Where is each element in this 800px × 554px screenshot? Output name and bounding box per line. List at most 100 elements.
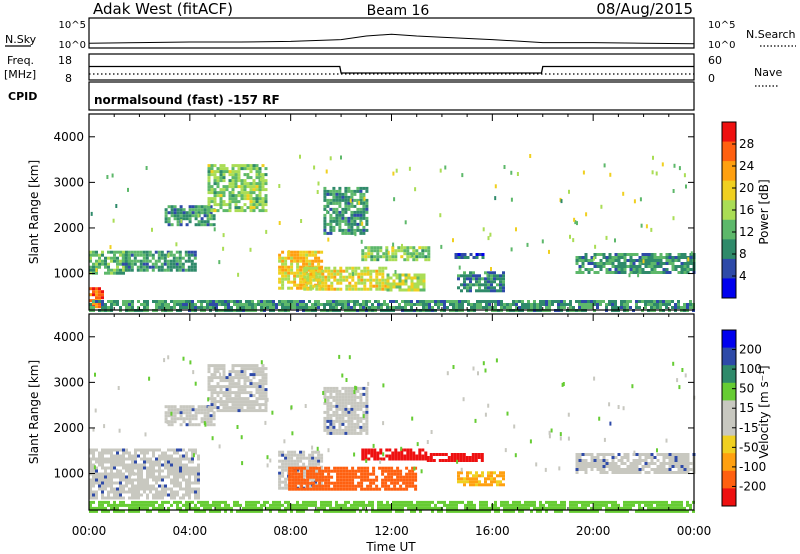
velocity-cell (191, 466, 194, 470)
velocity-cell (345, 466, 349, 470)
power-cell (312, 269, 316, 273)
power-cell (548, 300, 551, 303)
velocity-cell (234, 370, 238, 374)
power-cell (216, 203, 220, 207)
velocity-cell (338, 407, 342, 411)
velocity-cell (294, 475, 298, 479)
velocity-cell (290, 509, 293, 513)
power-cell (581, 271, 585, 274)
velocity-cell (348, 469, 352, 473)
velocity-cell (487, 477, 490, 481)
velocity-cell (119, 503, 122, 507)
nsky-tick-top: 10^5 (59, 20, 86, 31)
power-cell (335, 198, 339, 202)
velocity-cell (219, 364, 223, 368)
velocity-cell (225, 403, 229, 407)
velocity-cell (336, 469, 340, 473)
power-cell (510, 197, 513, 202)
velocity-cell (113, 496, 116, 500)
velocity-cell (496, 474, 499, 478)
velocity-cell (347, 509, 350, 513)
power-cell (210, 197, 214, 201)
velocity-cell (146, 509, 149, 513)
power-cell (308, 262, 312, 266)
velocity-cell (264, 388, 268, 392)
velocity-cell (650, 503, 653, 507)
power-cell (574, 220, 577, 225)
power-cell (109, 245, 112, 250)
power-cell (530, 303, 533, 306)
power-cell (365, 303, 368, 306)
power-cell (650, 259, 654, 262)
velocity-cell (329, 509, 332, 513)
velocity-cell (291, 472, 295, 476)
velocity-cell (228, 409, 232, 413)
power-cell (689, 259, 693, 262)
power-cell (460, 274, 463, 278)
power-cell (587, 262, 591, 265)
velocity-cell (131, 481, 134, 485)
velocity-cell (278, 477, 282, 481)
power-cell (608, 271, 612, 274)
power-cell (650, 256, 654, 259)
power-cell (163, 268, 167, 272)
velocity-cell (119, 481, 122, 485)
power-cell (659, 259, 663, 262)
velocity-cell (485, 503, 488, 507)
velocity-cell (518, 506, 521, 510)
velocity-cell (257, 506, 260, 510)
power-cell (381, 275, 385, 279)
power-cell (359, 192, 363, 196)
power-cell (329, 192, 333, 196)
velocity-cell (140, 484, 143, 488)
velocity-cell (335, 431, 339, 435)
power-cell (234, 206, 238, 210)
power-cell (210, 173, 214, 177)
velocity-cell (188, 417, 192, 421)
velocity-cell (384, 469, 388, 473)
velocity-cell (194, 509, 197, 513)
velocity-cell (228, 373, 232, 377)
power-cell (299, 286, 303, 290)
power-cell (641, 271, 645, 274)
velocity-cell (101, 493, 104, 497)
power-cell (261, 188, 265, 192)
velocity-cell (240, 373, 244, 377)
power-cell (381, 272, 385, 276)
power-cell (539, 306, 542, 309)
power-cell (596, 262, 600, 265)
velocity-cell (219, 409, 223, 413)
velocity-cell (284, 500, 287, 504)
power-cell (193, 250, 197, 254)
velocity-cell (480, 453, 484, 456)
power-cell (255, 170, 259, 174)
velocity-cell (194, 423, 198, 427)
velocity-cell (485, 509, 488, 513)
velocity-cell (185, 509, 188, 513)
velocity-cell (167, 420, 171, 424)
velocity-cell (197, 490, 200, 494)
power-cell (130, 268, 134, 272)
velocity-cell (490, 474, 493, 478)
power-cell (258, 209, 262, 213)
power-cell (290, 286, 294, 290)
power-cell (290, 262, 294, 266)
velocity-cell (203, 506, 206, 510)
power-cell (237, 206, 241, 210)
power-cell (176, 217, 180, 221)
velocity-cell (347, 419, 351, 423)
velocity-cell (329, 425, 333, 429)
power-cell (237, 194, 241, 198)
velocity-cell (128, 481, 131, 485)
velocity-cell (89, 469, 92, 473)
power-cell (175, 265, 179, 269)
velocity-cell (590, 459, 594, 462)
velocity-cell (219, 397, 223, 401)
power-cell (457, 286, 460, 290)
power-cell (179, 223, 183, 227)
power-cell (194, 306, 197, 309)
velocity-cell (258, 388, 262, 392)
velocity-cell (101, 457, 104, 461)
velocity-cell (294, 469, 298, 473)
velocity-cell (293, 506, 296, 510)
